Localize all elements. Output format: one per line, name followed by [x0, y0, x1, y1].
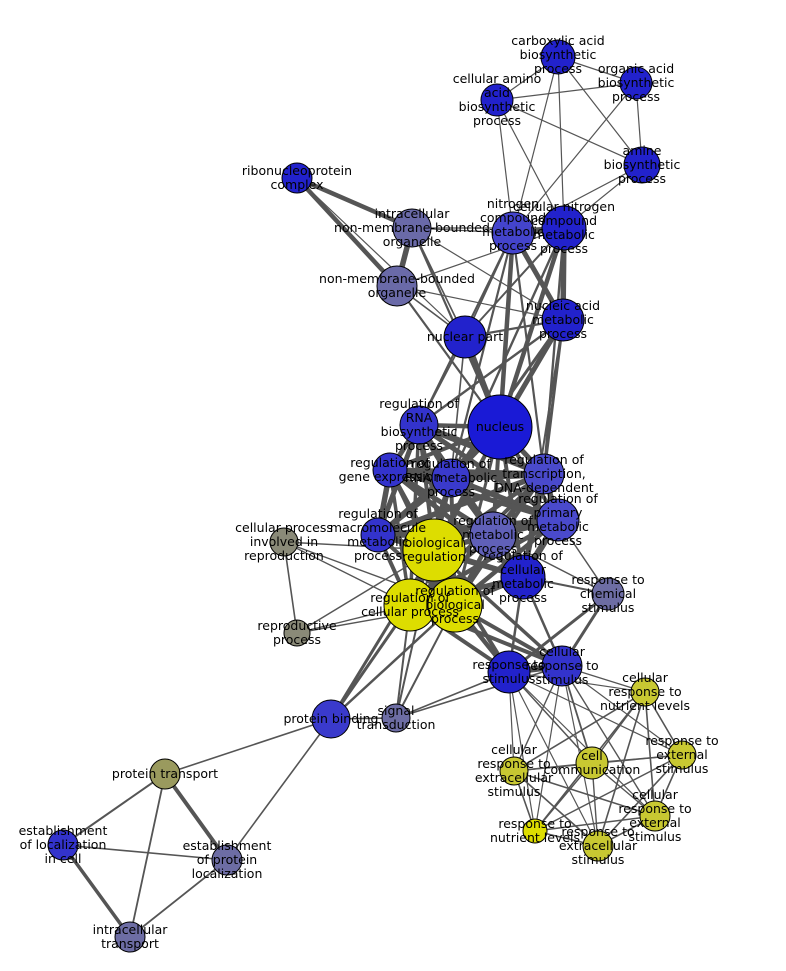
graph-node-signal_transduction[interactable]	[381, 703, 411, 733]
graph-edge	[226, 718, 332, 861]
labels-layer: carboxylic acid biosynthetic process organi…	[19, 33, 719, 951]
graph-edge	[644, 691, 656, 817]
graph-node-response_to_stimulus[interactable]	[487, 650, 531, 694]
graph-node-ribonucleoprotein_complex[interactable]	[281, 162, 313, 194]
graph-edge	[512, 56, 559, 234]
graph-node-nuclear_part[interactable]	[443, 315, 487, 359]
graph-edge	[597, 691, 646, 847]
graph-edge	[496, 99, 514, 234]
graph-edge	[512, 82, 637, 234]
graph-edge	[496, 99, 643, 166]
graph-edge	[129, 773, 166, 938]
graph-node-response_to_external_stimulus[interactable]	[667, 740, 697, 770]
nodes-layer	[47, 39, 697, 953]
graph-edge	[542, 226, 566, 476]
graph-edge	[294, 175, 415, 231]
graph-node-biological_regulation[interactable]	[402, 518, 466, 582]
graph-edge	[513, 770, 656, 817]
graph-node-regulation_of_macromolecule_metabolic[interactable]	[360, 517, 396, 553]
graph-node-cellular_response_to_external_stimulus[interactable]	[639, 800, 671, 832]
graph-node-regulation_of_metabolic_process[interactable]	[469, 511, 517, 559]
graph-node-cellular_process_involved_reproduction[interactable]	[269, 527, 299, 557]
graph-edge	[283, 541, 298, 634]
graph-edge	[395, 665, 563, 719]
graph-edge	[296, 177, 466, 338]
graph-node-establishment_of_protein_localization[interactable]	[211, 844, 243, 876]
graph-edge	[508, 671, 599, 847]
graph-edge	[62, 844, 228, 861]
graph-node-protein_binding[interactable]	[311, 699, 351, 739]
graph-node-response_to_chemical_stimulus[interactable]	[591, 577, 625, 611]
graph-edge	[417, 318, 565, 427]
graph-edge	[508, 671, 683, 756]
graph-node-organic_acid_biosynthetic[interactable]	[619, 66, 653, 100]
edges-layer	[61, 56, 683, 939]
graph-edge	[534, 815, 656, 832]
graph-node-intracellular_transport[interactable]	[114, 921, 146, 953]
graph-node-intracellular_non_membrane_organelle[interactable]	[392, 208, 432, 248]
graph-node-cellular_response_to_stimulus[interactable]	[541, 645, 583, 687]
graph-node-response_to_extracellular_stimulus[interactable]	[582, 830, 614, 862]
graph-node-response_to_nutrient_levels[interactable]	[522, 818, 548, 844]
graph-edge	[511, 231, 546, 476]
graph-node-regulation_of_cellular_metabolic[interactable]	[500, 554, 546, 600]
graph-edge	[387, 467, 526, 580]
graph-edge	[62, 773, 166, 846]
graph-edge	[534, 754, 683, 832]
graph-edge	[294, 175, 400, 289]
graph-edge	[496, 99, 565, 229]
graph-edge	[597, 754, 683, 847]
graph-node-protein_transport[interactable]	[149, 758, 181, 790]
graph-node-nitrogen_compound_metabolic[interactable]	[491, 211, 535, 255]
graph-edge	[163, 772, 229, 862]
graph-edge	[164, 718, 332, 775]
graph-node-regulation_of_transcription_dna[interactable]	[523, 453, 565, 495]
graph-edge	[449, 231, 515, 480]
graph-edge	[534, 665, 563, 832]
graph-edge	[508, 671, 656, 817]
graph-node-nucleus[interactable]	[467, 394, 533, 460]
graph-edge	[129, 859, 228, 938]
graph-node-cellular_amino_acid_biosynthetic[interactable]	[480, 83, 514, 117]
graph-edge	[329, 603, 457, 721]
graph-edge	[387, 467, 561, 523]
graph-edge	[329, 548, 436, 721]
graph-edge	[557, 56, 565, 229]
graph-edge	[61, 843, 132, 939]
graph-edge	[450, 336, 466, 479]
graph-node-regulation_of_gene_expression[interactable]	[372, 452, 408, 488]
graph-edge	[561, 665, 683, 756]
graph-edge	[513, 691, 646, 772]
graph-node-cellular_response_to_extracellular_stimulus[interactable]	[499, 756, 529, 786]
graph-edge	[496, 82, 637, 101]
graph-node-regulation_of_primary_metabolic[interactable]	[536, 498, 580, 542]
graph-node-regulation_of_biological_process[interactable]	[427, 577, 483, 633]
graph-edge	[512, 164, 643, 234]
graph-node-cellular_nitrogen_compound_metabolic[interactable]	[541, 205, 587, 251]
graph-node-regulation_of_rna_biosynthetic[interactable]	[399, 405, 439, 445]
graph-node-establishment_of_localization_in_cell[interactable]	[47, 829, 79, 861]
graph-edge	[464, 227, 565, 338]
graph-node-carboxylic_acid_biosynthetic[interactable]	[540, 39, 576, 75]
graph-node-amine_biosynthetic[interactable]	[623, 146, 661, 184]
graph-node-non_membrane_bounded_organelle[interactable]	[376, 265, 418, 307]
graph-edge	[513, 770, 599, 847]
graph-node-cellular_response_to_nutrient_levels[interactable]	[630, 677, 660, 707]
graph-edge	[375, 471, 547, 538]
graph-node-cell_communication[interactable]	[575, 746, 609, 780]
graph-node-reproductive_process[interactable]	[283, 619, 311, 647]
graph-edge	[557, 56, 643, 166]
graph-node-nucleic_acid_metabolic[interactable]	[541, 298, 585, 342]
graph-edge	[508, 671, 536, 832]
graph-node-regulation_of_rna_metabolic[interactable]	[431, 458, 471, 498]
graph-edge	[396, 227, 565, 287]
